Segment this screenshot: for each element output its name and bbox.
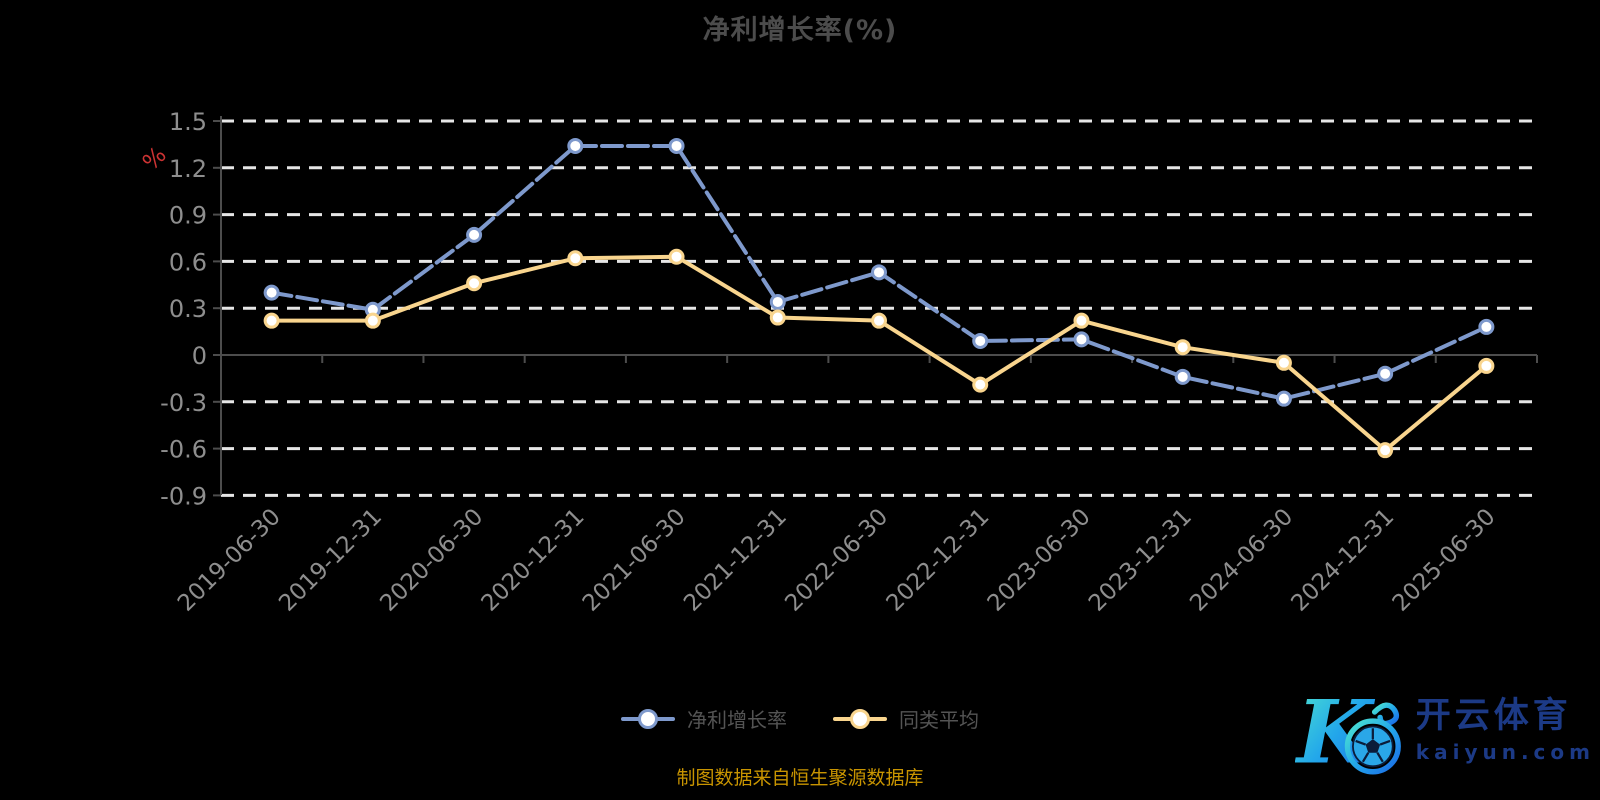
data-point-series-0 (1275, 390, 1292, 407)
data-point-series-0 (263, 284, 280, 301)
data-point-series-0 (668, 137, 685, 154)
data-point-series-1 (1377, 442, 1394, 459)
y-axis-label: 1.2 (169, 155, 207, 183)
legend: 净利增长率 同类平均 (0, 704, 1600, 733)
data-point-series-0 (1377, 365, 1394, 382)
y-axis-label: -0.6 (160, 436, 207, 464)
x-axis-label: 2021-06-30 (578, 504, 691, 617)
data-point-series-0 (567, 137, 584, 154)
data-point-series-1 (1275, 354, 1292, 371)
data-point-series-0 (972, 332, 989, 349)
x-axis-label: 2023-06-30 (983, 504, 1096, 617)
logo-domain: kaiyun.com (1415, 739, 1595, 764)
data-point-series-1 (1174, 339, 1191, 356)
series-line-1 (269, 254, 1489, 453)
data-point-series-0 (1174, 368, 1191, 385)
kaiyun-logo-text: 开云体育 kaiyun.com (1416, 697, 1595, 764)
data-point-series-1 (263, 312, 280, 329)
data-point-series-0 (1478, 318, 1495, 335)
x-axis-label: 2025-06-30 (1388, 504, 1501, 617)
y-axis-label: 0.3 (169, 295, 207, 323)
data-point-series-0 (1073, 331, 1090, 348)
y-axis-label: -0.9 (160, 482, 207, 510)
data-point-series-1 (668, 248, 685, 265)
y-axis-label: 0.6 (169, 248, 207, 276)
chart-title: 净利增长率(%) (702, 15, 898, 46)
x-axis-label: 2022-06-30 (780, 504, 893, 617)
legend-label-category-average: 同类平均 (899, 708, 979, 732)
kaiyun-logo-mark-icon: K (1295, 681, 1401, 782)
data-point-series-1 (364, 312, 381, 329)
y-axis-label: 0 (192, 342, 207, 370)
logo-brand-name: 开云体育 (1415, 696, 1572, 737)
legend-item-net-profit-growth[interactable]: 净利增长率 (621, 704, 787, 733)
y-axis-label: -0.3 (160, 389, 207, 417)
data-point-series-1 (1073, 312, 1090, 329)
data-point-series-0 (871, 264, 887, 281)
data-point-series-1 (567, 250, 584, 267)
x-axis-label: 2024-12-31 (1286, 504, 1399, 617)
x-axis-label: 2019-06-30 (173, 504, 286, 617)
legend-item-category-average[interactable]: 同类平均 (833, 704, 979, 733)
x-axis-label: 2020-06-30 (375, 504, 488, 617)
x-axis-label: 2019-12-31 (274, 504, 387, 617)
data-point-series-1 (1478, 357, 1495, 374)
data-point-series-0 (769, 293, 786, 310)
data-point-series-0 (466, 226, 483, 243)
data-point-series-1 (871, 312, 887, 329)
x-axis-label: 2020-12-31 (477, 504, 590, 617)
data-source-note: 制图数据来自恒生聚源数据库 (676, 767, 924, 789)
legend-marker-blue-icon (621, 708, 675, 730)
y-axis-label: 0.9 (169, 202, 207, 230)
data-point-series-1 (769, 309, 786, 326)
x-axis-label: 2024-06-30 (1185, 504, 1298, 617)
kaiyun-logo: K 开云体育 kaiyun.com (1295, 678, 1595, 783)
x-axis-label: 2023-12-31 (1084, 504, 1197, 617)
y-axis-label: 1.5 (169, 108, 207, 136)
legend-label-net-profit-growth: 净利增长率 (687, 708, 787, 732)
legend-marker-yellow-icon (833, 708, 887, 730)
x-axis-label: 2022-12-31 (882, 504, 995, 617)
data-point-series-1 (466, 275, 483, 292)
x-axis-label: 2021-12-31 (679, 504, 792, 617)
data-point-series-1 (972, 376, 989, 393)
